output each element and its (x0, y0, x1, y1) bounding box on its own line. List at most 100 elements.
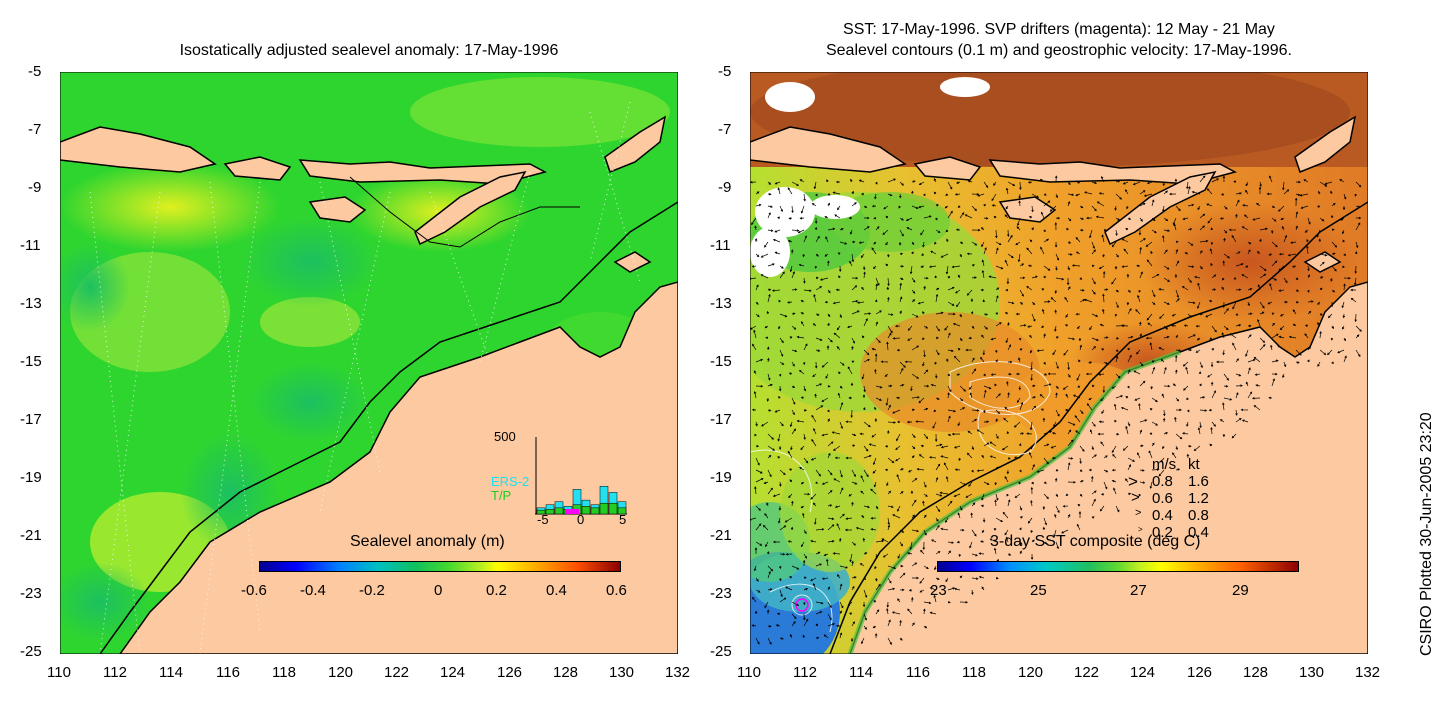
velocity-arrow (1055, 392, 1058, 399)
java-island (60, 126, 217, 173)
velocity-arrow (911, 622, 915, 627)
velocity-arrow (887, 178, 896, 183)
velocity-arrow (945, 577, 949, 583)
velocity-arrow (899, 619, 902, 627)
velocity-arrow (1029, 239, 1033, 243)
velocity-arrow (789, 633, 793, 639)
velocity-arrow (1319, 276, 1324, 279)
velocity-arrow (1210, 262, 1213, 267)
velocity-arrow (923, 625, 928, 629)
velocity-arrow (767, 588, 773, 591)
velocity-arrow (1307, 274, 1310, 279)
velocity-arrow (911, 345, 920, 351)
right-y-tick: -21 (710, 527, 732, 544)
velocity-arrow (815, 337, 823, 341)
velocity-arrow (851, 621, 855, 627)
velocity-arrow (875, 337, 881, 344)
velocity-arrow (971, 205, 977, 212)
velocity-arrow (1100, 492, 1105, 496)
velocity-arrow (850, 178, 853, 183)
velocity-arrow (774, 181, 781, 185)
velocity-arrow (874, 565, 877, 570)
velocity-arrow (935, 336, 939, 340)
velocity-arrow (1138, 403, 1141, 411)
velocity-arrow (1254, 373, 1261, 376)
velocity-arrow (802, 361, 806, 366)
velocity-arrow (755, 191, 760, 195)
velocity-arrow (862, 394, 866, 398)
velocity-arrow (923, 481, 927, 488)
velocity-arrow (957, 421, 961, 427)
velocity-arrow (1043, 430, 1053, 435)
velocity-arrow (839, 565, 848, 569)
velocity-arrow (872, 625, 877, 629)
velocity-arrow (1291, 265, 1297, 268)
velocity-arrow (800, 505, 805, 509)
velocity-arrow (969, 392, 973, 399)
velocity-arrow (1174, 273, 1178, 279)
velocity-arrow (957, 348, 961, 351)
velocity-arrow (1271, 277, 1278, 281)
velocity-arrow (886, 601, 890, 608)
velocity-arrow (930, 250, 937, 255)
velocity-arrow (790, 526, 794, 531)
right-y-tick: -9 (718, 179, 732, 196)
velocity-arrow (1006, 469, 1010, 475)
velocity-arrow (958, 553, 962, 557)
velocity-arrow (1259, 181, 1262, 188)
velocity-arrow (760, 274, 769, 279)
velocity-arrow (1356, 216, 1362, 220)
velocity-arrow (803, 433, 806, 441)
velocity-arrow (851, 585, 855, 591)
velocity-arrow (1283, 277, 1288, 284)
velocity-arrow (764, 513, 769, 519)
velocity-arrow (1043, 517, 1047, 526)
velocity-arrow (915, 420, 925, 423)
velocity-arrow (994, 481, 997, 486)
velocity-arrow (1127, 369, 1131, 375)
velocity-arrow (1199, 396, 1206, 399)
velocity-arrow (863, 469, 869, 478)
velocity-arrow (1206, 203, 1213, 207)
velocity-arrow (751, 624, 757, 627)
velocity-arrow (959, 505, 963, 511)
velocity-arrow (791, 500, 794, 507)
velocity-arrow (993, 215, 997, 219)
velocity-arrow (1041, 288, 1045, 291)
velocity-arrow (1055, 385, 1059, 389)
velocity-arrow (991, 193, 997, 202)
velocity-arrow (755, 358, 764, 363)
velocity-arrow (839, 513, 845, 519)
velocity-arrow (911, 596, 914, 603)
velocity-arrow (815, 469, 821, 477)
velocity-arrow (1197, 427, 1201, 435)
velocity-arrow (815, 563, 822, 567)
velocity-arrow (959, 407, 966, 411)
velocity-arrow (1187, 334, 1196, 339)
velocity-arrow (1051, 456, 1057, 460)
velocity-arrow (1115, 337, 1120, 340)
velocity-arrow (1097, 432, 1105, 436)
velocity-arrow (1231, 433, 1237, 439)
velocity-arrow (850, 409, 853, 419)
velocity-arrow (810, 577, 817, 582)
velocity-arrow (1054, 477, 1058, 483)
velocity-arrow (767, 229, 774, 232)
velocity-arrow (838, 275, 841, 279)
velocity-arrow (1355, 325, 1362, 332)
velocity-arrow (1055, 493, 1059, 498)
velocity-arrow (1330, 277, 1333, 282)
velocity-arrow (839, 583, 843, 591)
velocity-arrow (995, 247, 999, 255)
velocity-arrow (947, 312, 956, 316)
velocity-arrow (1005, 337, 1009, 344)
velocity-arrow (825, 236, 829, 243)
velocity-arrow (1091, 475, 1094, 483)
velocity-arrow (1127, 217, 1132, 220)
velocity-arrow (1026, 286, 1033, 291)
velocity-arrow (1268, 253, 1273, 256)
velocity-arrow (1126, 273, 1130, 279)
velocity-arrow (1066, 277, 1070, 286)
velocity-arrow (1013, 421, 1021, 428)
velocity-arrow (1235, 373, 1242, 377)
